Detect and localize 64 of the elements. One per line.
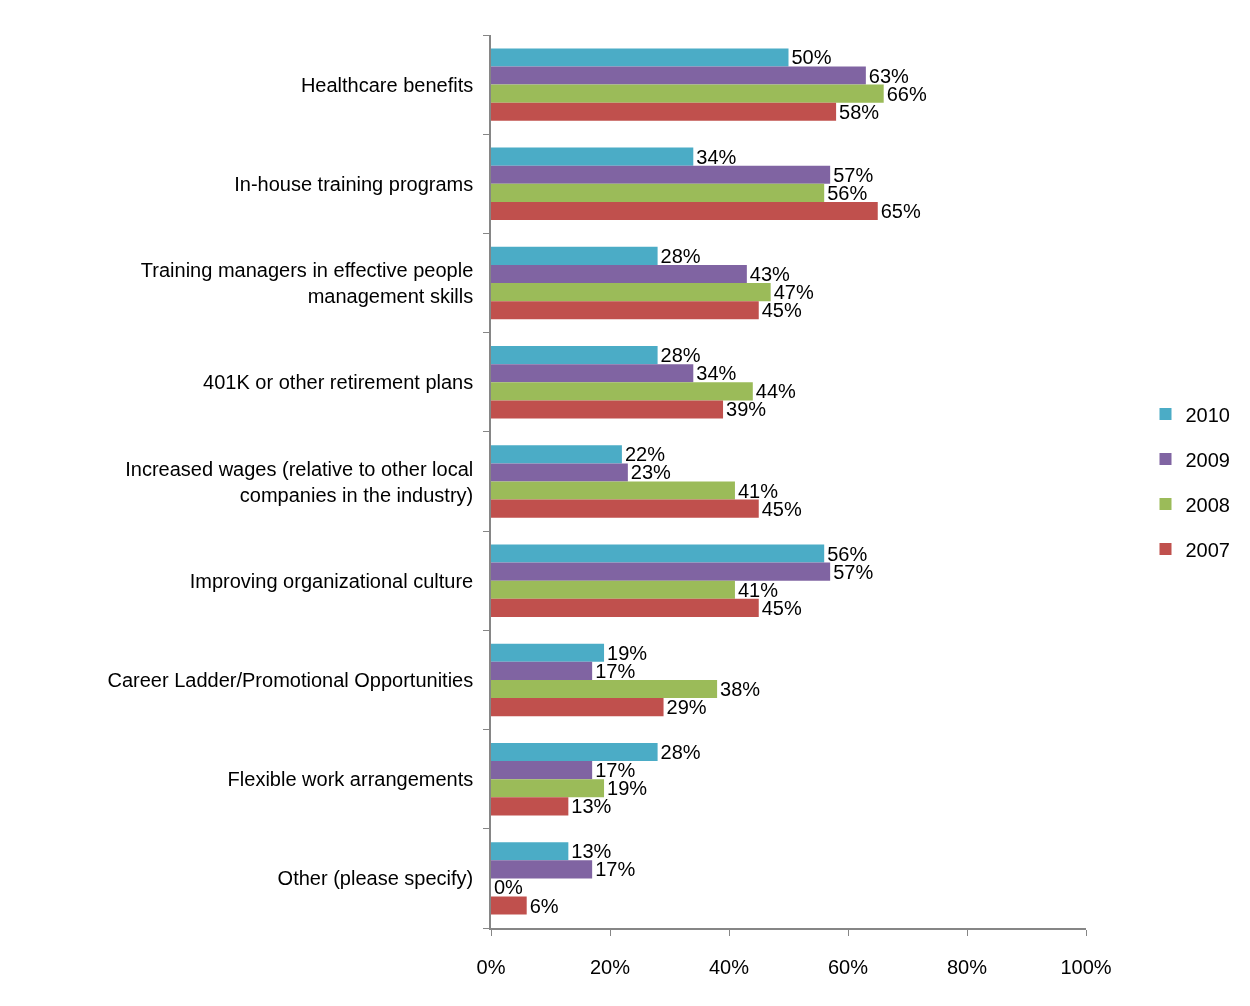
bar — [491, 346, 658, 365]
bar — [491, 445, 622, 464]
x-tick-label: 0% — [476, 955, 506, 978]
bar — [491, 698, 664, 717]
bar — [491, 742, 658, 762]
data-label: 28% — [660, 741, 701, 764]
y-tick-label: Flexible work arrangements — [227, 768, 474, 791]
y-tick-label: Healthcare benefits — [300, 73, 474, 96]
data-label: 28% — [660, 244, 701, 267]
y-tick-label: Improving organizational culture — [189, 569, 474, 592]
bar — [491, 661, 593, 680]
bar — [491, 499, 759, 518]
bar — [491, 643, 605, 662]
bar — [491, 842, 569, 861]
bar — [491, 183, 825, 202]
bar — [491, 860, 593, 879]
legend-label: 2009 — [1185, 448, 1230, 471]
legend-label: 2008 — [1185, 493, 1230, 516]
y-tick-label: Increased wages (relative to other local companies in the industry) — [125, 457, 474, 506]
data-label: 0% — [494, 876, 524, 899]
bar — [491, 147, 694, 166]
x-tick-label: 80% — [946, 955, 988, 978]
x-tick-label: 40% — [708, 955, 750, 978]
x-tick-label: 100% — [1060, 955, 1112, 978]
bar — [491, 66, 866, 85]
bar — [491, 48, 789, 67]
data-label: 65% — [880, 199, 921, 222]
y-tick-label: In-house training programs — [234, 172, 474, 195]
bar — [491, 246, 658, 265]
bar — [491, 463, 628, 482]
legend-label: 2007 — [1185, 538, 1230, 561]
bar — [491, 761, 593, 780]
bar — [491, 562, 831, 581]
y-tick-label: Other (please specify) — [277, 867, 474, 890]
data-label: 6% — [529, 894, 559, 917]
bar — [491, 481, 735, 500]
data-label: 50% — [791, 46, 832, 69]
bar — [491, 382, 753, 401]
data-label: 34% — [696, 145, 737, 168]
bar — [491, 598, 759, 617]
x-tick-label: 60% — [827, 955, 869, 978]
bar — [491, 679, 718, 699]
bar — [491, 364, 694, 383]
bar — [491, 301, 759, 320]
x-tick-label: 20% — [589, 955, 631, 978]
data-label: 38% — [720, 677, 761, 700]
bar — [491, 797, 569, 816]
bar — [491, 102, 837, 121]
bar — [491, 544, 825, 563]
bar — [491, 580, 735, 599]
y-tick-label: Training managers in effective people management skills — [140, 259, 474, 308]
bar — [491, 896, 527, 915]
legend-label: 2010 — [1185, 403, 1230, 426]
bar — [491, 201, 878, 221]
y-tick-label: 401K or other retirement plans — [203, 371, 474, 394]
bar — [491, 283, 771, 302]
bar — [491, 779, 605, 798]
bar — [491, 165, 831, 184]
bar — [491, 400, 724, 419]
data-label: 29% — [666, 696, 707, 719]
y-tick-label: Career Ladder/Promotional Opportunities — [107, 668, 474, 691]
data-label: 58% — [839, 100, 880, 123]
bar — [491, 84, 884, 103]
bar — [491, 264, 747, 284]
